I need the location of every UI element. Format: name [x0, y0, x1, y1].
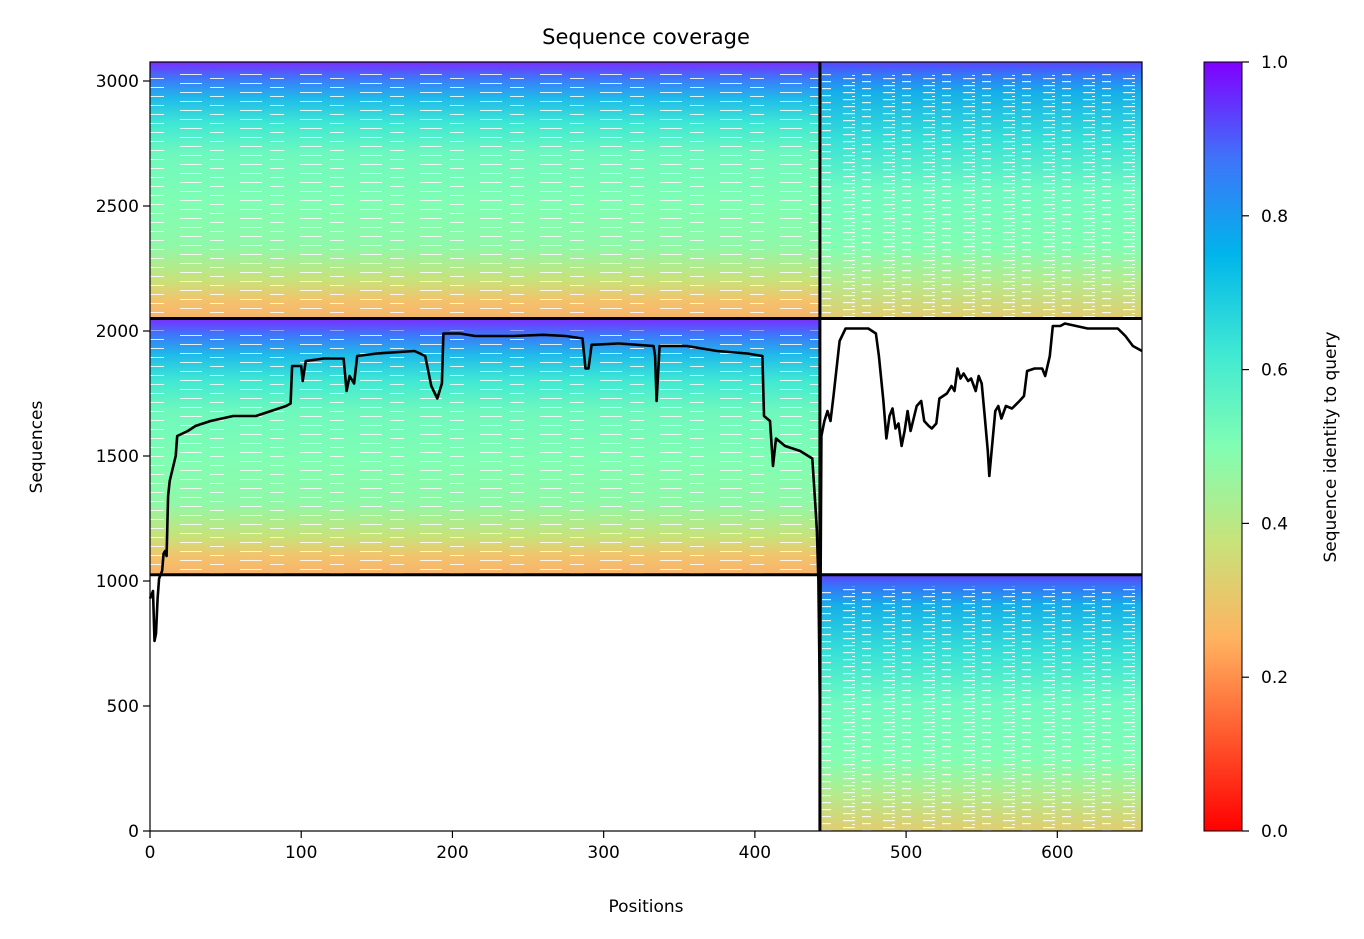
x-tick-label: 300 [587, 843, 619, 863]
y-tick-label: 2500 [96, 197, 139, 217]
y-tick-label: 1000 [96, 572, 139, 592]
colorbar-tick-label: 0.6 [1261, 361, 1288, 381]
x-tick-label: 0 [145, 843, 156, 863]
coverage-line-1 [148, 322, 1143, 708]
coverage-gaps-4 [819, 586, 1142, 831]
y-tick-label: 0 [128, 822, 139, 842]
colorbar-tick-label: 0.0 [1261, 822, 1288, 842]
coverage-gaps-1 [150, 74, 820, 319]
x-tick-label: 400 [739, 843, 771, 863]
coverage-gaps-3 [150, 330, 820, 575]
colorbar-tick-label: 0.4 [1261, 514, 1288, 534]
x-tick-label: 200 [436, 843, 468, 863]
y-tick-label: 500 [107, 697, 139, 717]
y-axis-label: Sequences [27, 401, 47, 494]
x-tick-label: 100 [285, 843, 317, 863]
x-axis-label: Positions [608, 897, 683, 917]
colorbar-tick-label: 1.0 [1261, 53, 1288, 73]
chart-title: Sequence coverage [542, 25, 750, 49]
colorbar-tick-label: 0.8 [1261, 207, 1288, 227]
colorbar-tick-label: 0.2 [1261, 668, 1288, 688]
colorbar-label: Sequence identity to query [1321, 331, 1341, 562]
y-tick-label: 3000 [96, 72, 139, 92]
plot-frame [149, 61, 1143, 832]
x-tick-label: 500 [890, 843, 922, 863]
x-tick-label: 600 [1041, 843, 1073, 863]
y-tick-label: 2000 [96, 322, 139, 342]
y-tick-label: 1500 [96, 447, 139, 467]
coverage-gaps-2 [819, 74, 1142, 319]
colorbar [1203, 61, 1243, 832]
